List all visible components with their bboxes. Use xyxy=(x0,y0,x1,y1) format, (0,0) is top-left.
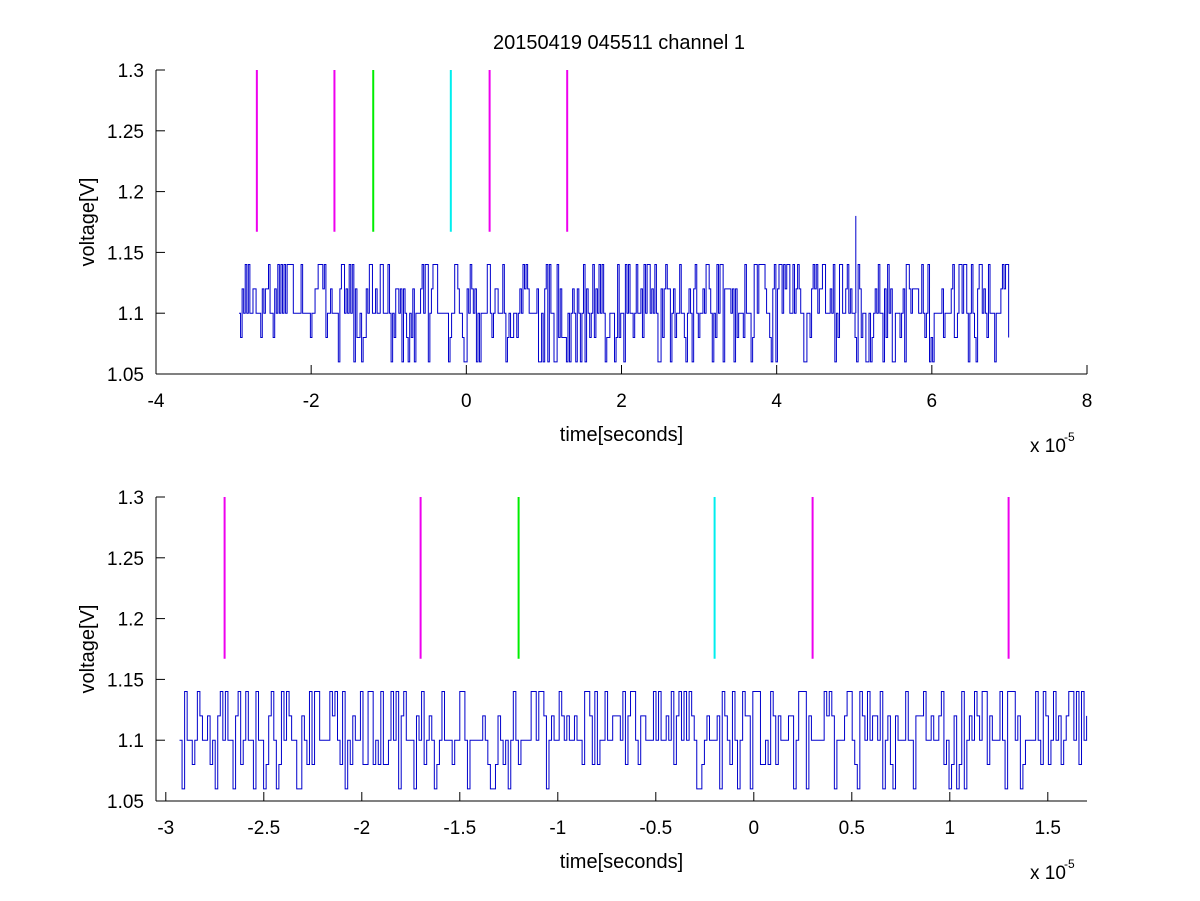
x-tick-label: 8 xyxy=(1082,391,1093,412)
y-tick-label: 1.05 xyxy=(107,792,144,813)
y-tick-label: 1.3 xyxy=(118,61,144,82)
x-tick-label: 0.5 xyxy=(839,818,865,839)
x-tick-label: -1 xyxy=(549,818,566,839)
y-axis-label: voltage[V] xyxy=(77,178,99,267)
x-tick-label: -3 xyxy=(157,818,174,839)
x-tick-label: -4 xyxy=(148,391,165,412)
x-tick-label: 0 xyxy=(461,391,472,412)
bottom-subplot: -3 -2.5 -2 -1.5 -1 -0.5 0 0.5 1 1.5 1.05 1.1 1.15 1.2… xyxy=(77,488,1088,884)
x-tick-label: -2 xyxy=(303,391,320,412)
figure-title: 20150419 045511 channel 1 xyxy=(493,32,745,54)
y-axis-label: voltage[V] xyxy=(77,605,99,694)
x-exponent-superscript: -5 xyxy=(1064,857,1075,871)
x-tick-label: 1 xyxy=(945,818,956,839)
x-tick-label: 0 xyxy=(749,818,760,839)
signal-trace xyxy=(179,691,1088,790)
y-tick-label: 1.05 xyxy=(107,365,144,386)
x-tick-label: -1.5 xyxy=(443,818,476,839)
x-tick-label: 6 xyxy=(927,391,938,412)
y-tick-label: 1.25 xyxy=(107,122,144,143)
y-tick-label: 1.1 xyxy=(118,304,144,325)
y-tick-label: 1.3 xyxy=(118,488,144,509)
x-exponent-label: x 10 xyxy=(1030,863,1066,884)
y-tick-label: 1.25 xyxy=(107,549,144,570)
y-tick-label: 1.15 xyxy=(107,243,144,264)
x-tick-label: 1.5 xyxy=(1035,818,1061,839)
x-tick-label: -2 xyxy=(353,818,370,839)
signal-trace xyxy=(239,264,1010,363)
y-tick-label: 1.15 xyxy=(107,670,144,691)
top-subplot: -4 -2 0 2 4 6 8 1.05 1.1 1.15 1.2 1.25 1.3 time[secon… xyxy=(77,61,1092,457)
x-tick-label: 4 xyxy=(771,391,782,412)
x-exponent-label: x 10 xyxy=(1030,436,1066,457)
x-axis-label: time[seconds] xyxy=(560,851,683,873)
x-exponent-superscript: -5 xyxy=(1064,430,1075,444)
y-tick-label: 1.1 xyxy=(118,731,144,752)
y-tick-label: 1.2 xyxy=(118,610,144,631)
x-tick-label: -0.5 xyxy=(639,818,672,839)
x-tick-label: -2.5 xyxy=(247,818,280,839)
y-tick-label: 1.2 xyxy=(118,183,144,204)
x-axis-label: time[seconds] xyxy=(560,424,683,446)
x-tick-label: 2 xyxy=(616,391,627,412)
